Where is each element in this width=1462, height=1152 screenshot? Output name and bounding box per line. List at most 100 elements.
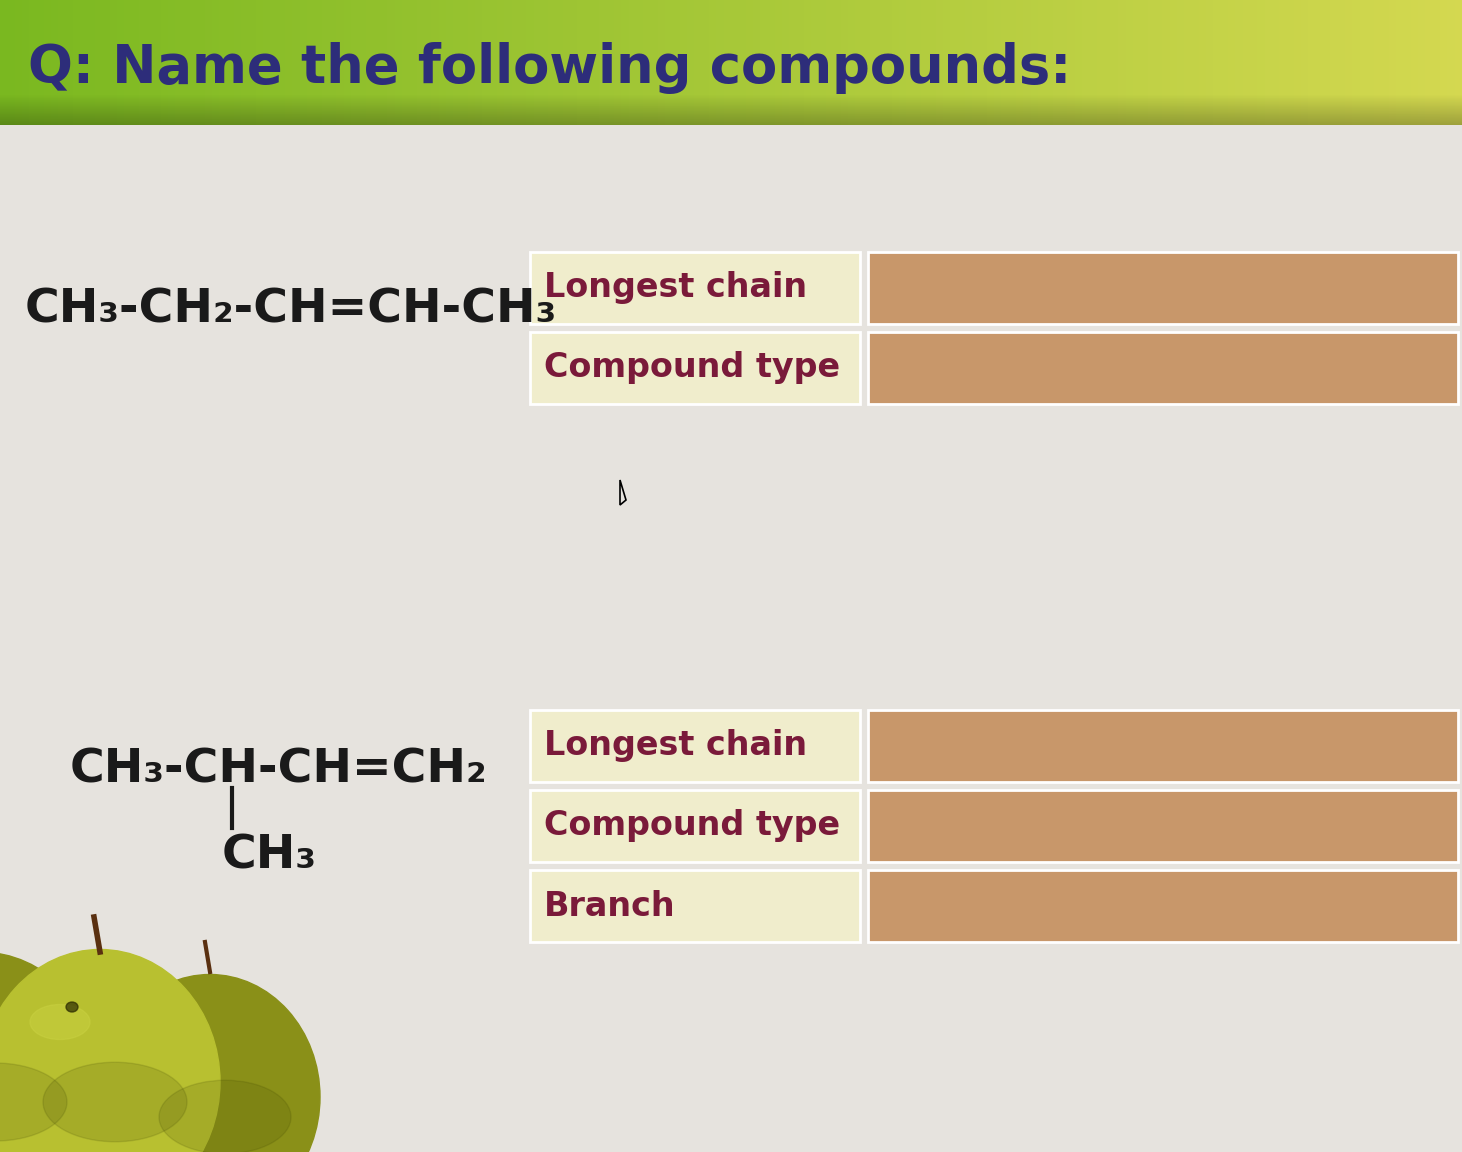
Bar bbox=[482, 0, 491, 126]
Bar bbox=[1060, 0, 1069, 126]
Bar bbox=[1243, 0, 1251, 126]
Bar bbox=[1213, 0, 1222, 126]
Bar bbox=[870, 0, 879, 126]
Bar bbox=[197, 0, 206, 126]
Bar bbox=[256, 0, 265, 126]
FancyBboxPatch shape bbox=[531, 252, 860, 324]
Bar bbox=[1228, 0, 1237, 126]
Bar bbox=[1082, 0, 1091, 126]
Bar bbox=[1221, 0, 1230, 126]
Bar bbox=[1111, 0, 1120, 126]
Bar bbox=[314, 0, 323, 126]
Ellipse shape bbox=[66, 1002, 77, 1011]
Bar bbox=[358, 0, 367, 126]
Bar bbox=[51, 0, 60, 126]
Bar bbox=[673, 0, 681, 126]
Bar bbox=[1155, 0, 1164, 126]
Bar bbox=[146, 0, 155, 126]
FancyBboxPatch shape bbox=[531, 870, 860, 942]
Bar bbox=[577, 0, 586, 126]
Bar bbox=[621, 0, 630, 126]
Bar bbox=[1447, 0, 1456, 126]
Bar bbox=[351, 0, 360, 126]
Bar bbox=[490, 0, 499, 126]
Bar bbox=[987, 0, 996, 126]
Bar bbox=[614, 0, 623, 126]
Bar bbox=[1235, 0, 1244, 126]
Bar bbox=[475, 0, 484, 126]
Bar bbox=[461, 0, 469, 126]
Bar bbox=[504, 0, 513, 126]
Bar bbox=[548, 0, 557, 126]
Bar bbox=[731, 0, 740, 126]
Bar bbox=[168, 0, 177, 126]
Bar bbox=[1396, 0, 1405, 126]
Bar bbox=[833, 0, 842, 126]
Bar bbox=[1031, 0, 1039, 126]
Bar bbox=[1148, 0, 1156, 126]
Bar bbox=[1294, 0, 1303, 126]
Bar bbox=[1301, 0, 1310, 126]
Bar bbox=[914, 0, 923, 126]
Bar bbox=[950, 0, 959, 126]
Bar bbox=[1023, 0, 1032, 126]
Bar bbox=[570, 0, 579, 126]
Text: Q: Name the following compounds:: Q: Name the following compounds: bbox=[28, 41, 1072, 93]
Bar bbox=[1118, 0, 1127, 126]
Bar bbox=[395, 0, 404, 126]
Bar bbox=[592, 0, 601, 126]
Ellipse shape bbox=[99, 975, 320, 1152]
Bar bbox=[1345, 0, 1354, 126]
Bar bbox=[716, 0, 725, 126]
Bar bbox=[380, 0, 389, 126]
Bar bbox=[534, 0, 542, 126]
Bar bbox=[300, 0, 308, 126]
Bar bbox=[270, 0, 279, 126]
Bar bbox=[336, 0, 345, 126]
Bar bbox=[892, 0, 901, 126]
Bar bbox=[921, 0, 930, 126]
Bar bbox=[1170, 0, 1178, 126]
Bar bbox=[753, 0, 762, 126]
Bar bbox=[1096, 0, 1105, 126]
Bar bbox=[1206, 0, 1215, 126]
Bar bbox=[1330, 0, 1339, 126]
Bar bbox=[541, 0, 550, 126]
Bar bbox=[1016, 0, 1025, 126]
Bar bbox=[526, 0, 535, 126]
Bar bbox=[943, 0, 952, 126]
Bar bbox=[738, 0, 747, 126]
Bar bbox=[307, 0, 316, 126]
Bar bbox=[1162, 0, 1171, 126]
Bar bbox=[468, 0, 477, 126]
Bar bbox=[972, 0, 981, 126]
Bar bbox=[658, 0, 667, 126]
FancyBboxPatch shape bbox=[868, 870, 1458, 942]
Bar bbox=[936, 0, 944, 126]
Bar bbox=[775, 0, 784, 126]
Bar bbox=[1133, 0, 1142, 126]
Bar bbox=[322, 0, 330, 126]
Bar bbox=[1045, 0, 1054, 126]
Bar bbox=[344, 0, 352, 126]
Ellipse shape bbox=[42, 1062, 187, 1142]
Bar bbox=[409, 0, 418, 126]
Bar bbox=[1001, 0, 1010, 126]
Bar bbox=[709, 0, 718, 126]
Text: Branch: Branch bbox=[544, 889, 675, 923]
Bar bbox=[1367, 0, 1376, 126]
Bar bbox=[212, 0, 221, 126]
Bar bbox=[1250, 0, 1259, 126]
Bar bbox=[0, 0, 9, 126]
Bar bbox=[1192, 0, 1200, 126]
Bar bbox=[175, 0, 184, 126]
Bar bbox=[1177, 0, 1186, 126]
Ellipse shape bbox=[31, 1005, 91, 1039]
Bar bbox=[760, 0, 769, 126]
Text: Compound type: Compound type bbox=[544, 810, 841, 842]
Bar bbox=[431, 0, 440, 126]
FancyBboxPatch shape bbox=[868, 332, 1458, 404]
Bar bbox=[1323, 0, 1332, 126]
Bar bbox=[80, 0, 89, 126]
Bar bbox=[387, 0, 396, 126]
